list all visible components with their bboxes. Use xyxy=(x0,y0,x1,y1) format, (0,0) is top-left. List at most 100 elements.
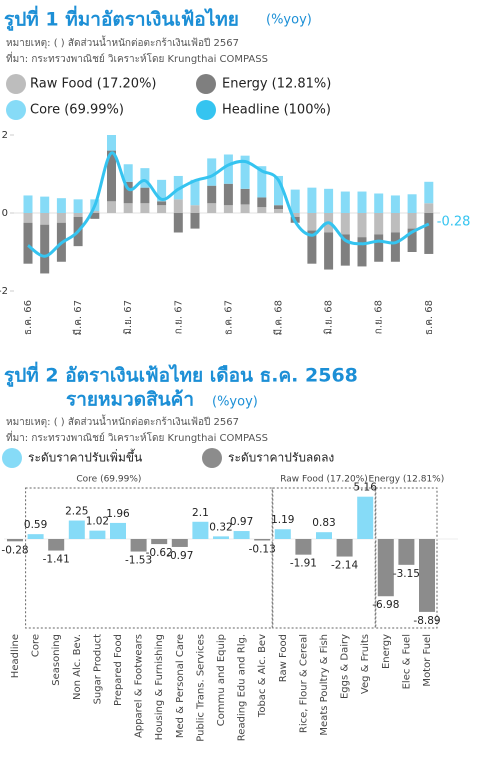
bar-segment xyxy=(207,203,217,213)
bar-segment xyxy=(157,201,167,206)
unit-label: (%yoy) xyxy=(212,395,258,410)
bar xyxy=(254,539,271,541)
x-tick-label: Headline xyxy=(10,634,21,678)
bar-segment xyxy=(390,195,400,213)
x-tick-label: Sugar Product xyxy=(92,634,103,704)
chart-title: รูปที่ 2 อัตราเงินเฟ้อไทย เดือน ธ.ค. 256… xyxy=(4,362,358,388)
chart-title: รูปที่ 1 ที่มาอัตราเงินเฟ้อไทย xyxy=(4,6,239,32)
y-tick-label: 0 xyxy=(2,208,8,219)
bar-segment xyxy=(407,228,417,252)
bar xyxy=(419,539,435,612)
bar-segment xyxy=(223,154,233,184)
x-tick-label: มี.ค. 67 xyxy=(72,300,84,336)
bar-segment xyxy=(73,213,83,217)
legend-label: ระดับราคาปรับลดลง xyxy=(228,451,334,465)
bar-segment xyxy=(390,232,400,262)
bar xyxy=(151,539,168,545)
data-label: 0.32 xyxy=(209,521,232,533)
bar-segment xyxy=(207,158,217,186)
bar xyxy=(89,530,106,539)
bar-segment xyxy=(424,203,434,213)
bar xyxy=(336,539,353,557)
legend-marker xyxy=(2,448,22,468)
x-tick-label: Commu and Equip xyxy=(216,634,227,726)
bar-segment xyxy=(374,193,384,213)
bar xyxy=(357,496,374,539)
bar-segment xyxy=(123,181,133,204)
bar-segment xyxy=(190,205,200,213)
bar-segment xyxy=(424,181,434,204)
data-label: 0.83 xyxy=(312,517,335,529)
bar-segment xyxy=(274,209,283,213)
bar xyxy=(233,531,250,539)
bar-segment xyxy=(173,213,183,233)
x-tick-label: Med & Personal Care xyxy=(175,634,186,738)
source: ที่มา: กระทรวงพาณิชย์ วิเคราะห์โดย Krung… xyxy=(6,430,268,444)
bar-segment xyxy=(374,234,384,262)
legend-marker xyxy=(202,448,222,468)
data-label: -6.98 xyxy=(372,599,399,611)
bar-segment xyxy=(140,168,150,188)
bar-segment xyxy=(307,230,317,264)
bar-segment xyxy=(424,213,434,254)
data-label: -8.89 xyxy=(413,615,440,627)
data-label: -0.28 xyxy=(1,544,28,556)
bar xyxy=(213,536,229,539)
x-tick-label: Housing & Furnishing xyxy=(154,634,165,740)
data-label: -2.14 xyxy=(331,560,358,572)
bar-segment xyxy=(257,166,267,198)
bar-segment xyxy=(274,175,283,206)
legend-label: Headline (100%) xyxy=(222,103,331,118)
legend-marker xyxy=(6,100,26,120)
data-label: 0.59 xyxy=(24,519,47,531)
data-label: 2.1 xyxy=(192,507,209,519)
bar-segment xyxy=(23,195,33,213)
bar-segment xyxy=(307,213,317,231)
bar-segment xyxy=(190,179,200,206)
data-label: 5.16 xyxy=(354,482,378,494)
source: ที่มา: กระทรวงพาณิชย์ วิเคราะห์โดย Krung… xyxy=(6,51,268,65)
data-label: 2.25 xyxy=(65,506,88,518)
x-tick-label: Prepared Food xyxy=(113,634,124,706)
bar-segment xyxy=(240,188,250,205)
x-tick-label: Meats Poultry & Fish xyxy=(319,634,330,736)
group-box xyxy=(25,487,273,629)
x-tick-label: Tobac & Alc. Bev xyxy=(257,634,268,718)
legend-label: Energy (12.81%) xyxy=(222,77,331,92)
bar-segment xyxy=(73,199,83,213)
unit-label: (%yoy) xyxy=(266,13,312,28)
group-label: Raw Food (17.20%) xyxy=(280,475,368,485)
bar xyxy=(316,532,332,539)
group-label: Energy (12.81%) xyxy=(369,475,445,485)
data-label: 1.96 xyxy=(106,508,130,520)
bar-segment xyxy=(107,135,116,151)
bar-segment xyxy=(257,207,267,213)
x-tick-label: มี.ค. 68 xyxy=(273,300,285,336)
data-label: -3.15 xyxy=(393,568,420,580)
x-tick-label: Rice, Flour & Cereal xyxy=(298,634,309,733)
x-tick-label: ธ.ค. 67 xyxy=(223,300,234,335)
bar-segment xyxy=(90,211,100,213)
legend-label: Core (69.99%) xyxy=(30,103,124,118)
legend-marker xyxy=(196,74,216,94)
bar-segment xyxy=(56,198,66,213)
x-tick-label: Elec & Fuel xyxy=(401,634,412,689)
bar-segment xyxy=(357,191,367,213)
legend-label: Raw Food (17.20%) xyxy=(30,77,157,92)
bar xyxy=(192,521,209,539)
x-tick-label: มิ.ย. 67 xyxy=(123,300,134,335)
bar-segment xyxy=(257,197,267,208)
bar-segment xyxy=(157,205,167,213)
data-label: -1.53 xyxy=(125,555,152,567)
data-label: 0.97 xyxy=(230,516,253,528)
bar-segment xyxy=(140,187,150,204)
bar-segment xyxy=(23,222,33,264)
group-label: Core (69.99%) xyxy=(76,475,141,485)
x-tick-label: Seasoning xyxy=(51,634,62,686)
bar-segment xyxy=(223,205,233,213)
x-tick-label: ธ.ค. 68 xyxy=(424,300,435,335)
x-tick-label: ธ.ค. 66 xyxy=(23,300,34,335)
bar-segment xyxy=(340,191,350,213)
x-tick-label: Energy xyxy=(381,634,392,669)
